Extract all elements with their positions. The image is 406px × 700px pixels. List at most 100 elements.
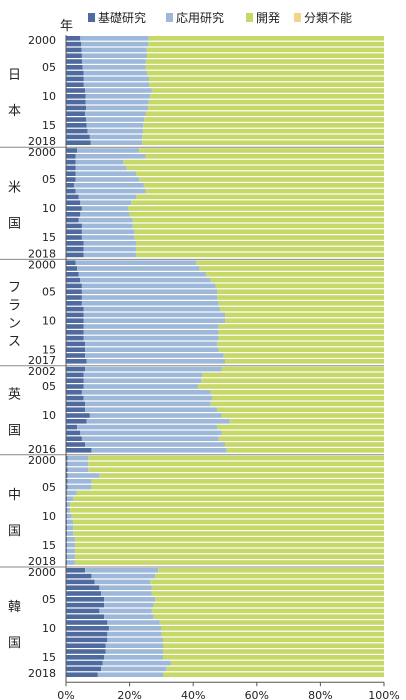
x-tick-label: 60% xyxy=(245,689,269,700)
bar-development xyxy=(148,105,384,111)
bar-applied xyxy=(80,212,130,217)
x-axis: 0% 20% 40% 60% 80% 100% xyxy=(57,35,400,700)
bar-applied xyxy=(81,47,147,53)
bar-applied xyxy=(67,461,89,467)
bar-development xyxy=(217,289,384,294)
bar-applied xyxy=(83,70,148,76)
bar-basic xyxy=(66,59,83,64)
year-label: 2018 xyxy=(28,667,56,680)
x-tick-label: 20% xyxy=(117,689,141,700)
year-label: 2018 xyxy=(28,247,56,260)
bar-basic xyxy=(66,672,98,677)
bar-basic xyxy=(66,430,81,436)
bar-applied xyxy=(102,660,171,666)
bar-applied xyxy=(83,246,136,252)
bar-basic xyxy=(66,76,84,82)
bar-basic xyxy=(66,140,91,145)
bar-applied xyxy=(66,537,75,542)
bar-applied xyxy=(99,585,152,590)
bar-basic xyxy=(66,341,86,347)
bar-basic xyxy=(66,637,108,643)
bar-development xyxy=(148,82,384,87)
bar-applied xyxy=(82,59,146,64)
bar-development xyxy=(70,502,384,507)
bar-development xyxy=(88,455,384,461)
bar-development xyxy=(218,301,384,306)
year-label: 2000 xyxy=(28,146,56,159)
bar-development xyxy=(148,41,384,47)
bar-basic xyxy=(66,123,87,128)
bar-development xyxy=(73,519,385,525)
bar-applied xyxy=(80,430,222,436)
bar-applied xyxy=(91,448,227,453)
bar-applied xyxy=(85,347,219,352)
legend-label: 開発 xyxy=(256,11,280,25)
year-label: 2000 xyxy=(28,454,56,467)
bar-basic xyxy=(66,424,78,430)
bar-applied xyxy=(80,36,149,41)
bar-basic xyxy=(66,99,86,105)
bars xyxy=(66,36,385,677)
bar-basic xyxy=(66,579,95,585)
bar-basic xyxy=(66,455,68,461)
bar-development xyxy=(229,419,384,424)
country-label-char: 韓 xyxy=(8,600,21,615)
bar-basic xyxy=(66,171,76,176)
bar-development xyxy=(129,212,384,217)
bar-basic xyxy=(66,117,87,122)
bar-development xyxy=(199,266,384,271)
bar-applied xyxy=(66,531,74,536)
x-tick-label: 100% xyxy=(368,689,399,700)
bar-applied xyxy=(83,395,213,401)
bar-applied xyxy=(83,372,203,378)
bar-applied xyxy=(83,335,219,341)
bar-development xyxy=(135,252,384,258)
bar-basic xyxy=(66,65,83,70)
bar-development xyxy=(221,413,384,418)
bar-basic xyxy=(66,407,86,412)
x-tick-label: 40% xyxy=(181,689,205,700)
bar-development xyxy=(225,312,384,318)
bar-development xyxy=(144,117,384,122)
bar-basic xyxy=(66,47,82,53)
country-label: 米国 xyxy=(8,180,21,231)
bar-basic xyxy=(66,413,90,418)
bar-basic xyxy=(66,324,84,329)
bar-development xyxy=(146,47,384,53)
country-label-char: 国 xyxy=(8,423,21,438)
bar-applied xyxy=(86,105,149,111)
bar-basic xyxy=(66,301,82,306)
bar-basic xyxy=(66,206,82,211)
bar-basic xyxy=(66,177,76,182)
bar-development xyxy=(128,206,384,211)
year-label: 05 xyxy=(42,173,56,186)
bar-applied xyxy=(100,591,152,596)
bar-development xyxy=(73,531,385,536)
bar-development xyxy=(151,88,384,93)
bar-applied xyxy=(105,649,163,654)
bar-applied xyxy=(91,573,156,579)
bar-applied xyxy=(89,413,222,418)
bar-applied xyxy=(90,140,143,145)
legend-label: 基礎研究 xyxy=(98,10,146,25)
country-label-char: ラ xyxy=(8,299,21,314)
bar-development xyxy=(153,614,384,619)
bar-applied xyxy=(83,318,226,323)
bar-development xyxy=(142,134,384,140)
x-tick-label: 0% xyxy=(57,689,74,700)
bar-basic xyxy=(66,53,82,58)
bar-basic xyxy=(66,194,79,200)
bar-applied xyxy=(66,525,74,530)
bar-development xyxy=(212,395,384,401)
bar-applied xyxy=(75,177,140,182)
bar-applied xyxy=(66,490,77,496)
legend-label: 応用研究 xyxy=(176,10,224,25)
bar-applied xyxy=(66,513,72,519)
bar-development xyxy=(148,36,384,41)
bar-applied xyxy=(83,324,219,329)
year-label: 2016 xyxy=(28,443,56,456)
bar-development xyxy=(74,537,385,542)
bar-applied xyxy=(85,94,151,99)
bar-development xyxy=(217,424,384,430)
